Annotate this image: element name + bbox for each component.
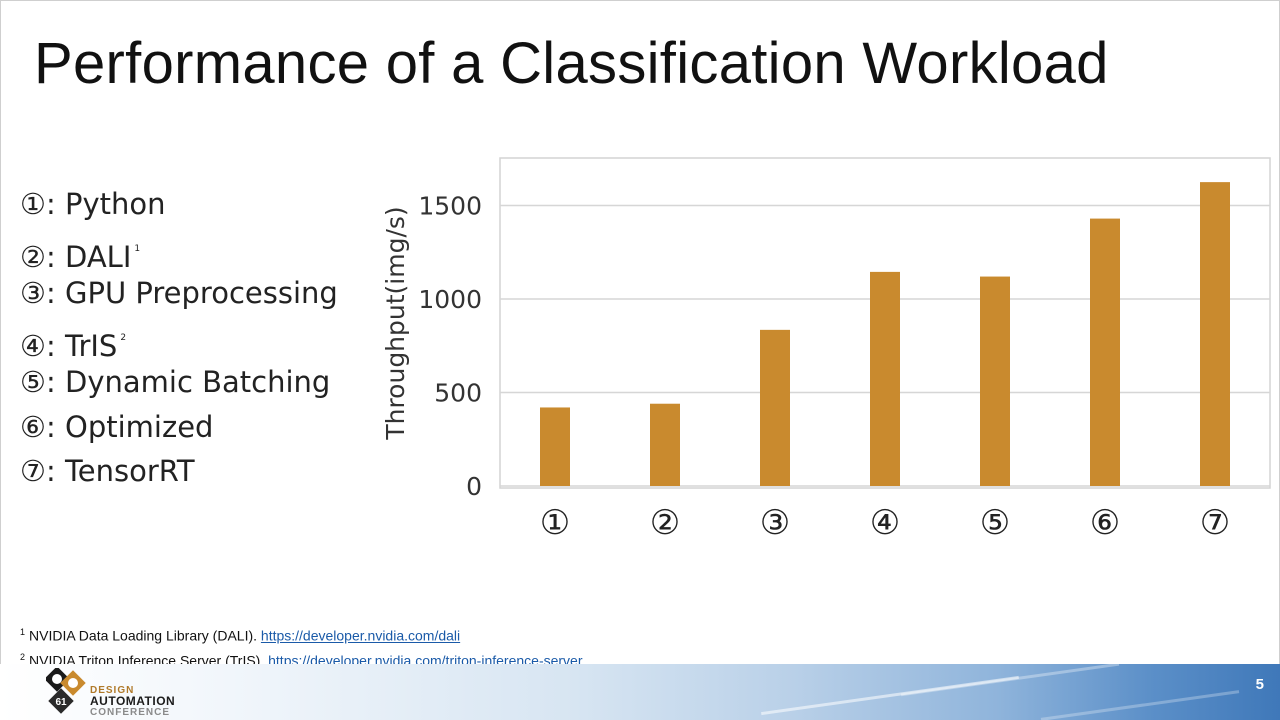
legend-marker: ①: [20, 187, 46, 221]
y-tick-labels: 0 500 1000 1500: [418, 192, 482, 502]
logo-badge: 61: [55, 697, 67, 708]
x-tick-labels: ① ② ③ ④ ⑤ ⑥ ⑦: [540, 503, 1230, 543]
legend-item: ④: TrIS 2: [20, 328, 127, 363]
legend-marker: ③: [20, 276, 46, 310]
page-number: 5: [1255, 676, 1264, 693]
bar: [870, 271, 900, 486]
footnote-number: 1: [20, 627, 26, 637]
legend-item: ③: GPU Preprocessing: [20, 276, 338, 310]
legend-item: ⑥: Optimized: [20, 409, 214, 444]
bar: [1090, 218, 1120, 486]
bars: [540, 182, 1230, 486]
footer-banner: [0, 664, 1280, 720]
bar: [650, 403, 680, 486]
footnote-number: 2: [20, 651, 26, 662]
legend-item: ⑦: TensorRT: [20, 454, 195, 488]
footer-streak: [1040, 690, 1240, 720]
x-tick-label: ⑥: [1090, 503, 1120, 543]
y-tick-label: 1500: [418, 192, 482, 221]
legend-label: TrIS: [65, 328, 118, 363]
x-tick-label: ④: [870, 503, 900, 543]
footnote-ref: 1: [134, 243, 141, 254]
y-tick-label: 1000: [418, 285, 482, 314]
legend-label: Dynamic Batching: [65, 365, 331, 399]
bar: [1200, 182, 1230, 486]
x-tick-label: ⑦: [1200, 503, 1230, 543]
dac-logo-text: DESIGN AUTOMATION CONFERENCE: [90, 685, 175, 718]
logo-line-2: AUTOMATION: [90, 694, 176, 708]
legend-item: ②: DALI 1: [20, 239, 141, 274]
y-tick-label: 0: [466, 472, 482, 501]
x-tick-label: ②: [650, 503, 680, 543]
throughput-bar-chart: 0 500 1000 1500 ① ② ③ ④ ⑤ ⑥ ⑦ Throughput(img/s): [381, 157, 1271, 543]
legend-label: GPU Preprocessing: [65, 276, 338, 310]
chart-legend-list: ①: Python ②: DALI 1 ③: GPU Preprocessing …: [20, 182, 338, 494]
logo-line-3: CONFERENCE: [90, 707, 171, 718]
legend-label: Optimized: [65, 409, 214, 444]
y-axis-label: Throughput(img/s): [381, 206, 410, 440]
legend-item: ①: Python: [20, 187, 166, 221]
legend-label: Python: [65, 187, 166, 221]
logo-line-1: DESIGN: [90, 685, 135, 696]
footer-streak: [900, 664, 1120, 697]
footnote-text: NVIDIA Data Loading Library (DALI).: [29, 627, 258, 644]
dac-logo-icon: 61: [46, 668, 86, 714]
legend-marker: ⑥: [20, 409, 46, 444]
x-tick-label: ③: [760, 503, 790, 543]
legend-marker: ④: [20, 328, 46, 363]
legend-label: DALI: [65, 239, 132, 274]
footnote-1: 1 NVIDIA Data Loading Library (DALI). htt…: [20, 622, 583, 647]
legend-item: ⑤: Dynamic Batching: [20, 365, 331, 399]
dali-link[interactable]: https://developer.nvidia.com/dali: [260, 627, 461, 644]
x-tick-label: ①: [540, 503, 570, 543]
legend-label: TensorRT: [65, 454, 195, 488]
footnote-ref: 2: [120, 332, 127, 343]
slide-title: Performance of a Classification Workload: [34, 31, 1109, 96]
bar: [980, 276, 1010, 486]
bar: [760, 329, 790, 486]
legend-marker: ②: [20, 239, 46, 274]
x-tick-label: ⑤: [980, 503, 1010, 543]
y-tick-label: 500: [434, 379, 482, 408]
legend-marker: ⑦: [20, 454, 46, 488]
legend-marker: ⑤: [20, 365, 46, 399]
bar: [540, 407, 570, 486]
